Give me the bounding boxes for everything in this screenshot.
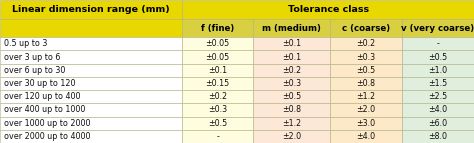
Bar [330, 103, 402, 117]
Bar [330, 50, 402, 64]
Text: ±0.5: ±0.5 [208, 119, 227, 128]
Text: ±0.5: ±0.5 [282, 92, 301, 101]
Bar [0, 77, 182, 90]
Bar [253, 117, 330, 130]
Bar [330, 90, 402, 103]
Bar [402, 77, 474, 90]
Text: ±4.0: ±4.0 [428, 105, 447, 114]
Bar [182, 0, 474, 19]
Bar [253, 19, 330, 37]
Bar [182, 77, 253, 90]
Text: ±1.0: ±1.0 [428, 66, 447, 75]
Bar [402, 64, 474, 77]
Text: ±0.3: ±0.3 [208, 105, 227, 114]
Bar [182, 37, 253, 50]
Bar [182, 130, 253, 143]
Text: ±1.2: ±1.2 [356, 92, 375, 101]
Bar [253, 103, 330, 117]
Bar [402, 37, 474, 50]
Text: ±0.2: ±0.2 [356, 39, 375, 48]
Text: over 400 up to 1000: over 400 up to 1000 [4, 105, 85, 114]
Bar [402, 103, 474, 117]
Text: over 1000 up to 2000: over 1000 up to 2000 [4, 119, 90, 128]
Text: over 120 up to 400: over 120 up to 400 [4, 92, 80, 101]
Bar [253, 37, 330, 50]
Bar [0, 64, 182, 77]
Text: -: - [216, 132, 219, 141]
Bar [0, 50, 182, 64]
Text: ±0.3: ±0.3 [282, 79, 301, 88]
Bar [182, 103, 253, 117]
Text: Linear dimension range (mm): Linear dimension range (mm) [12, 5, 170, 14]
Bar [0, 37, 182, 50]
Text: ±1.2: ±1.2 [282, 119, 301, 128]
Bar [402, 130, 474, 143]
Bar [330, 64, 402, 77]
Text: m (medium): m (medium) [262, 24, 321, 33]
Bar [402, 50, 474, 64]
Text: ±4.0: ±4.0 [356, 132, 375, 141]
Text: ±0.3: ±0.3 [356, 52, 375, 61]
Bar [330, 117, 402, 130]
Bar [330, 77, 402, 90]
Text: ±0.15: ±0.15 [206, 79, 229, 88]
Text: f (fine): f (fine) [201, 24, 234, 33]
Text: ±3.0: ±3.0 [356, 119, 375, 128]
Text: ±8.0: ±8.0 [428, 132, 447, 141]
Bar [253, 64, 330, 77]
Text: over 30 up to 120: over 30 up to 120 [4, 79, 75, 88]
Text: -: - [437, 39, 439, 48]
Bar [253, 77, 330, 90]
Text: ±0.5: ±0.5 [356, 66, 375, 75]
Bar [253, 90, 330, 103]
Text: ±0.2: ±0.2 [282, 66, 301, 75]
Bar [330, 37, 402, 50]
Text: ±0.1: ±0.1 [282, 52, 301, 61]
Bar [402, 19, 474, 37]
Text: ±6.0: ±6.0 [428, 119, 447, 128]
Bar [0, 103, 182, 117]
Bar [330, 130, 402, 143]
Text: ±0.05: ±0.05 [206, 52, 229, 61]
Text: ±0.2: ±0.2 [208, 92, 227, 101]
Bar [253, 130, 330, 143]
Bar [330, 19, 402, 37]
Text: ±2.5: ±2.5 [428, 92, 447, 101]
Text: ±2.0: ±2.0 [356, 105, 375, 114]
Bar [402, 90, 474, 103]
Bar [182, 64, 253, 77]
Bar [0, 19, 182, 37]
Text: 0.5 up to 3: 0.5 up to 3 [4, 39, 47, 48]
Bar [402, 117, 474, 130]
Bar [0, 90, 182, 103]
Text: ±0.5: ±0.5 [428, 52, 447, 61]
Text: over 6 up to 30: over 6 up to 30 [4, 66, 65, 75]
Bar [182, 50, 253, 64]
Bar [0, 117, 182, 130]
Bar [253, 50, 330, 64]
Text: c (coarse): c (coarse) [342, 24, 390, 33]
Text: ±0.1: ±0.1 [208, 66, 227, 75]
Text: v (very coarse): v (very coarse) [401, 24, 474, 33]
Text: Tolerance class: Tolerance class [288, 5, 369, 14]
Bar [182, 117, 253, 130]
Bar [0, 130, 182, 143]
Bar [182, 19, 253, 37]
Text: ±2.0: ±2.0 [282, 132, 301, 141]
Text: ±0.8: ±0.8 [356, 79, 375, 88]
Text: over 2000 up to 4000: over 2000 up to 4000 [4, 132, 90, 141]
Text: over 3 up to 6: over 3 up to 6 [4, 52, 60, 61]
Text: ±0.8: ±0.8 [282, 105, 301, 114]
Bar [0, 0, 182, 19]
Bar [182, 90, 253, 103]
Text: ±1.5: ±1.5 [428, 79, 447, 88]
Text: ±0.05: ±0.05 [206, 39, 229, 48]
Text: ±0.1: ±0.1 [282, 39, 301, 48]
